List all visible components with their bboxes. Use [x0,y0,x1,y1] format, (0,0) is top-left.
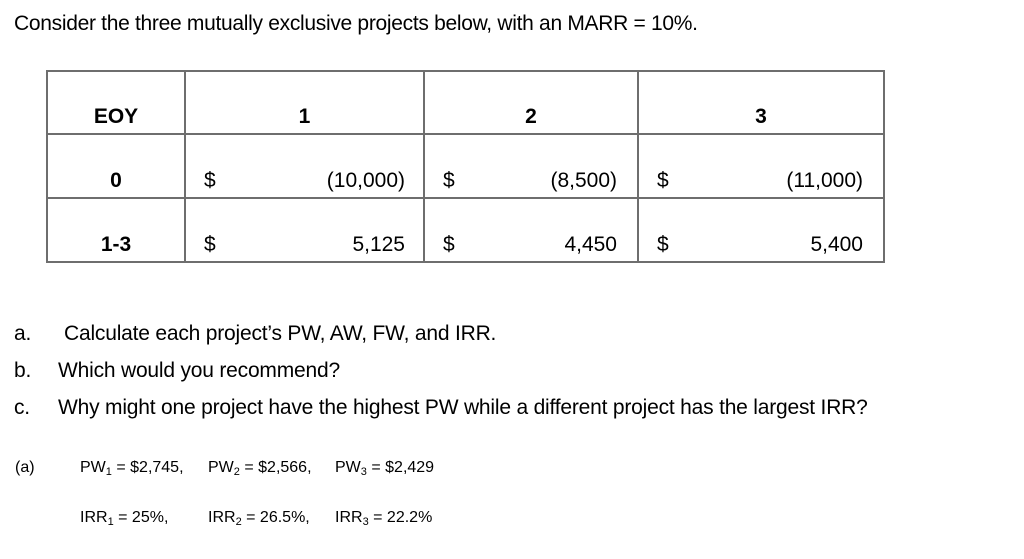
currency-symbol: $ [443,233,455,256]
answer-label: (a) [15,459,35,476]
question-label: b. [14,359,32,382]
question-label: c. [14,396,30,419]
cash-flow-value: (10,000) [326,169,405,192]
cash-flow-cell: $ (10,000) [184,133,425,199]
cash-flow-value: (8,500) [550,169,617,192]
cash-flow-value: 5,400 [810,233,863,256]
cash-flow-cell: $ (11,000) [637,133,885,199]
header-project-2: 2 [423,70,639,135]
currency-symbol: $ [657,233,669,256]
header-project-1: 1 [184,70,425,135]
irr-value-1: IRR1 = 25%, [80,509,169,528]
cash-flow-value: (11,000) [786,169,863,192]
cash-flow-cell: $5,125 [184,197,425,263]
question-text: Why might one project have the highest P… [58,396,868,419]
cash-flow-cell: $5,400 [637,197,885,263]
currency-symbol: $ [443,169,455,192]
pw-value-3: PW3 = $2,429 [335,459,435,478]
eoy-cell: 0 [46,133,186,199]
cash-flow-cell: $ (8,500) [423,133,639,199]
cash-flow-value: 4,450 [564,233,617,256]
cash-flow-table: EOY 1 2 3 0 $ (10,000) $ (8,500) $ (11,000)… [46,70,885,263]
question-text: Calculate each project’s PW, AW, FW, and… [64,322,497,345]
currency-symbol: $ [657,169,669,192]
table-header-row: EOY 1 2 3 [46,70,885,135]
header-eoy: EOY [46,70,186,135]
cash-flow-value: 5,125 [352,233,405,256]
problem-statement: Consider the three mutually exclusive pr… [14,12,698,35]
currency-symbol: $ [204,169,216,192]
irr-value-3: IRR3 = 22.2% [335,509,433,528]
currency-symbol: $ [204,233,216,256]
question-label: a. [14,322,32,345]
header-project-3: 3 [637,70,885,135]
cash-flow-cell: $4,450 [423,197,639,263]
question-text: Which would you recommend? [58,359,340,382]
pw-value-1: PW1 = $2,745, [80,459,184,478]
table-row: 0 $ (10,000) $ (8,500) $ (11,000) [46,133,885,199]
eoy-cell: 1-3 [46,197,186,263]
table-row: 1-3 $5,125 $4,450 $5,400 [46,197,885,263]
irr-value-2: IRR2 = 26.5%, [208,509,310,528]
pw-value-2: PW2 = $2,566, [208,459,312,478]
